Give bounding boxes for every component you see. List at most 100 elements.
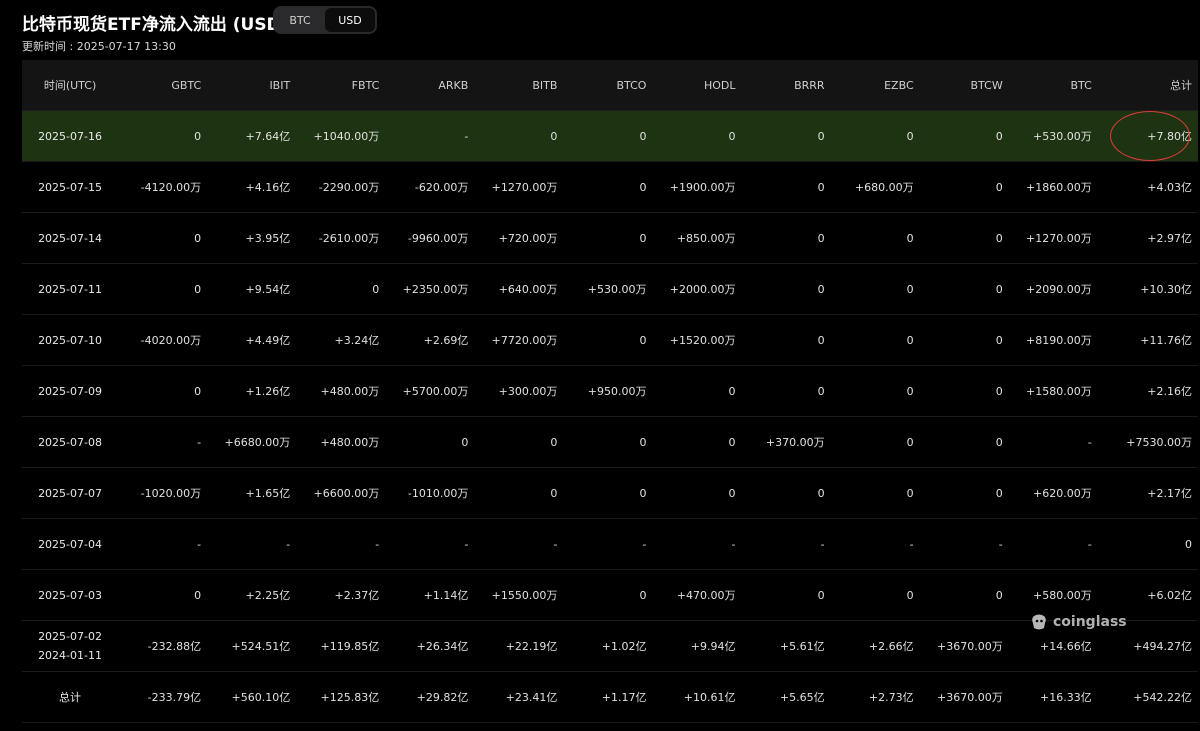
column-header-gbtc[interactable]: GBTC	[118, 60, 208, 111]
column-header-brrr[interactable]: BRRR	[741, 60, 831, 111]
row-value-cell: 0	[830, 110, 920, 162]
table-row: 2025-07-04- - - - - - - - - - -0	[22, 518, 1198, 570]
row-value-cell: -	[118, 416, 208, 468]
row-value-cell: 0	[563, 569, 653, 621]
column-header-ibit[interactable]: IBIT	[207, 60, 297, 111]
row-value-cell: 0	[563, 161, 653, 213]
row-value-cell: 0	[474, 467, 564, 519]
row-value-cell: +620.00万	[1008, 467, 1098, 519]
row-value-cell: 0	[385, 416, 475, 468]
row-value-cell: +480.00万	[296, 365, 386, 417]
row-value-cell: 0	[118, 110, 208, 162]
row-value-cell: 0	[741, 161, 831, 213]
row-value-cell: +494.27亿	[1097, 620, 1198, 672]
column-header-btcw[interactable]: BTCW	[919, 60, 1009, 111]
table-row: 2025-07-11 0 +9.54亿 0 +2350.00万 +640.00万 +530.…	[22, 263, 1198, 315]
column-header-arkb[interactable]: ARKB	[385, 60, 475, 111]
coinglass-logo-icon	[1032, 614, 1046, 630]
row-value-cell: +2.66亿	[830, 620, 920, 672]
row-value-cell: +530.00万	[563, 263, 653, 315]
row-value-cell: +7.64亿	[207, 110, 297, 162]
row-value-cell: +2.69亿	[385, 314, 475, 366]
row-value-cell: 0	[830, 263, 920, 315]
row-value-cell: 0	[118, 212, 208, 264]
annotation-circle	[1110, 111, 1190, 161]
row-value-cell: +4.49亿	[207, 314, 297, 366]
row-value-cell: 0	[830, 314, 920, 366]
row-value-cell: 0	[830, 416, 920, 468]
table-row: 2025-07-10 -4020.00万 +4.49亿 +3.24亿 +2.69亿 +77…	[22, 314, 1198, 366]
row-value-cell: 0	[919, 212, 1009, 264]
row-value-cell: -233.79亿	[118, 671, 208, 723]
toggle-btc-button[interactable]: BTC	[289, 13, 311, 27]
row-value-cell: 0	[741, 467, 831, 519]
table-row: 2025-07-03 0 +2.25亿 +2.37亿 +1.14亿 +1550.00万 0 +…	[22, 569, 1198, 621]
row-value-cell: 0	[741, 314, 831, 366]
row-date-cell: 2025-07-11	[22, 263, 119, 315]
row-value-cell: +10.30亿	[1097, 263, 1198, 315]
column-header-time[interactable]: 时间(UTC)	[22, 60, 119, 111]
row-value-cell: 0	[118, 263, 208, 315]
row-value-cell: +2.37亿	[296, 569, 386, 621]
toggle-usd-button[interactable]: USD	[325, 8, 375, 32]
row-value-cell: -	[1008, 518, 1098, 570]
row-value-cell: +2.97亿	[1097, 212, 1198, 264]
row-value-cell: +1.17亿	[563, 671, 653, 723]
row-value-cell: +5.65亿	[741, 671, 831, 723]
row-value-cell: +950.00万	[563, 365, 653, 417]
row-value-cell: -	[118, 518, 208, 570]
row-value-cell: +5.61亿	[741, 620, 831, 672]
row-value-cell: +11.76亿	[1097, 314, 1198, 366]
row-date-cell: 2025-07-10	[22, 314, 119, 366]
row-value-cell: +1270.00万	[474, 161, 564, 213]
row-value-cell: 0	[919, 467, 1009, 519]
row-date-cell: 2025-07-16	[22, 110, 119, 162]
unit-toggle[interactable]: BTC USD	[273, 6, 377, 34]
row-value-cell: +4.16亿	[207, 161, 297, 213]
column-header-ezbc[interactable]: EZBC	[830, 60, 920, 111]
column-header-fbtc[interactable]: FBTC	[296, 60, 386, 111]
row-value-cell: +524.51亿	[207, 620, 297, 672]
table-row: 2025-07-08- +6680.00万 +480.00万 0 0 0 0 +370.00万…	[22, 416, 1198, 468]
column-header-btco[interactable]: BTCO	[563, 60, 653, 111]
row-value-cell: +6680.00万	[207, 416, 297, 468]
row-value-cell: -1020.00万	[118, 467, 208, 519]
row-value-cell: +2.73亿	[830, 671, 920, 723]
row-value-cell: -4020.00万	[118, 314, 208, 366]
row-value-cell: 0	[741, 212, 831, 264]
row-value-cell: 0	[118, 569, 208, 621]
row-value-cell: +26.34亿	[385, 620, 475, 672]
row-value-cell: +1520.00万	[652, 314, 742, 366]
row-value-cell: +3.24亿	[296, 314, 386, 366]
row-value-cell: 0	[830, 365, 920, 417]
row-value-cell: 0	[652, 467, 742, 519]
table-body: 2025-07-16 0 +7.64亿 +1040.00万 -0 0 0 0 0 0 +530.00…	[22, 110, 1198, 723]
row-value-cell: +16.33亿	[1008, 671, 1098, 723]
row-date-cell: 2025-07-03	[22, 569, 119, 621]
table-row: 2025-07-15 -4120.00万 +4.16亿 -2290.00万 -620.0…	[22, 161, 1198, 213]
row-value-cell: 0	[652, 110, 742, 162]
row-value-cell: +7530.00万	[1097, 416, 1198, 468]
column-header-bitb[interactable]: BITB	[474, 60, 564, 111]
row-value-cell: 0	[830, 212, 920, 264]
update-time: 更新时间 : 2025-07-17 13:30	[22, 40, 176, 53]
row-value-cell: 0	[652, 365, 742, 417]
column-header-hodl[interactable]: HODL	[652, 60, 742, 111]
row-date-cell: 2025-07-02 2024-01-11	[22, 620, 119, 672]
row-value-cell: 0	[919, 416, 1009, 468]
row-value-cell: +9.94亿	[652, 620, 742, 672]
row-value-cell: +3670.00万	[919, 620, 1009, 672]
row-value-cell: -	[919, 518, 1009, 570]
row-value-cell: +480.00万	[296, 416, 386, 468]
column-header-btc[interactable]: BTC	[1008, 60, 1098, 111]
row-date-cell: 2025-07-07	[22, 467, 119, 519]
row-value-cell: +9.54亿	[207, 263, 297, 315]
row-value-cell: +4.03亿	[1097, 161, 1198, 213]
row-value-cell: -	[474, 518, 564, 570]
row-value-cell: +370.00万	[741, 416, 831, 468]
row-value-cell: +10.61亿	[652, 671, 742, 723]
row-value-cell: +470.00万	[652, 569, 742, 621]
row-date-cell: 2025-07-04	[22, 518, 119, 570]
row-value-cell: +1270.00万	[1008, 212, 1098, 264]
column-header-total[interactable]: 总计	[1097, 60, 1198, 111]
